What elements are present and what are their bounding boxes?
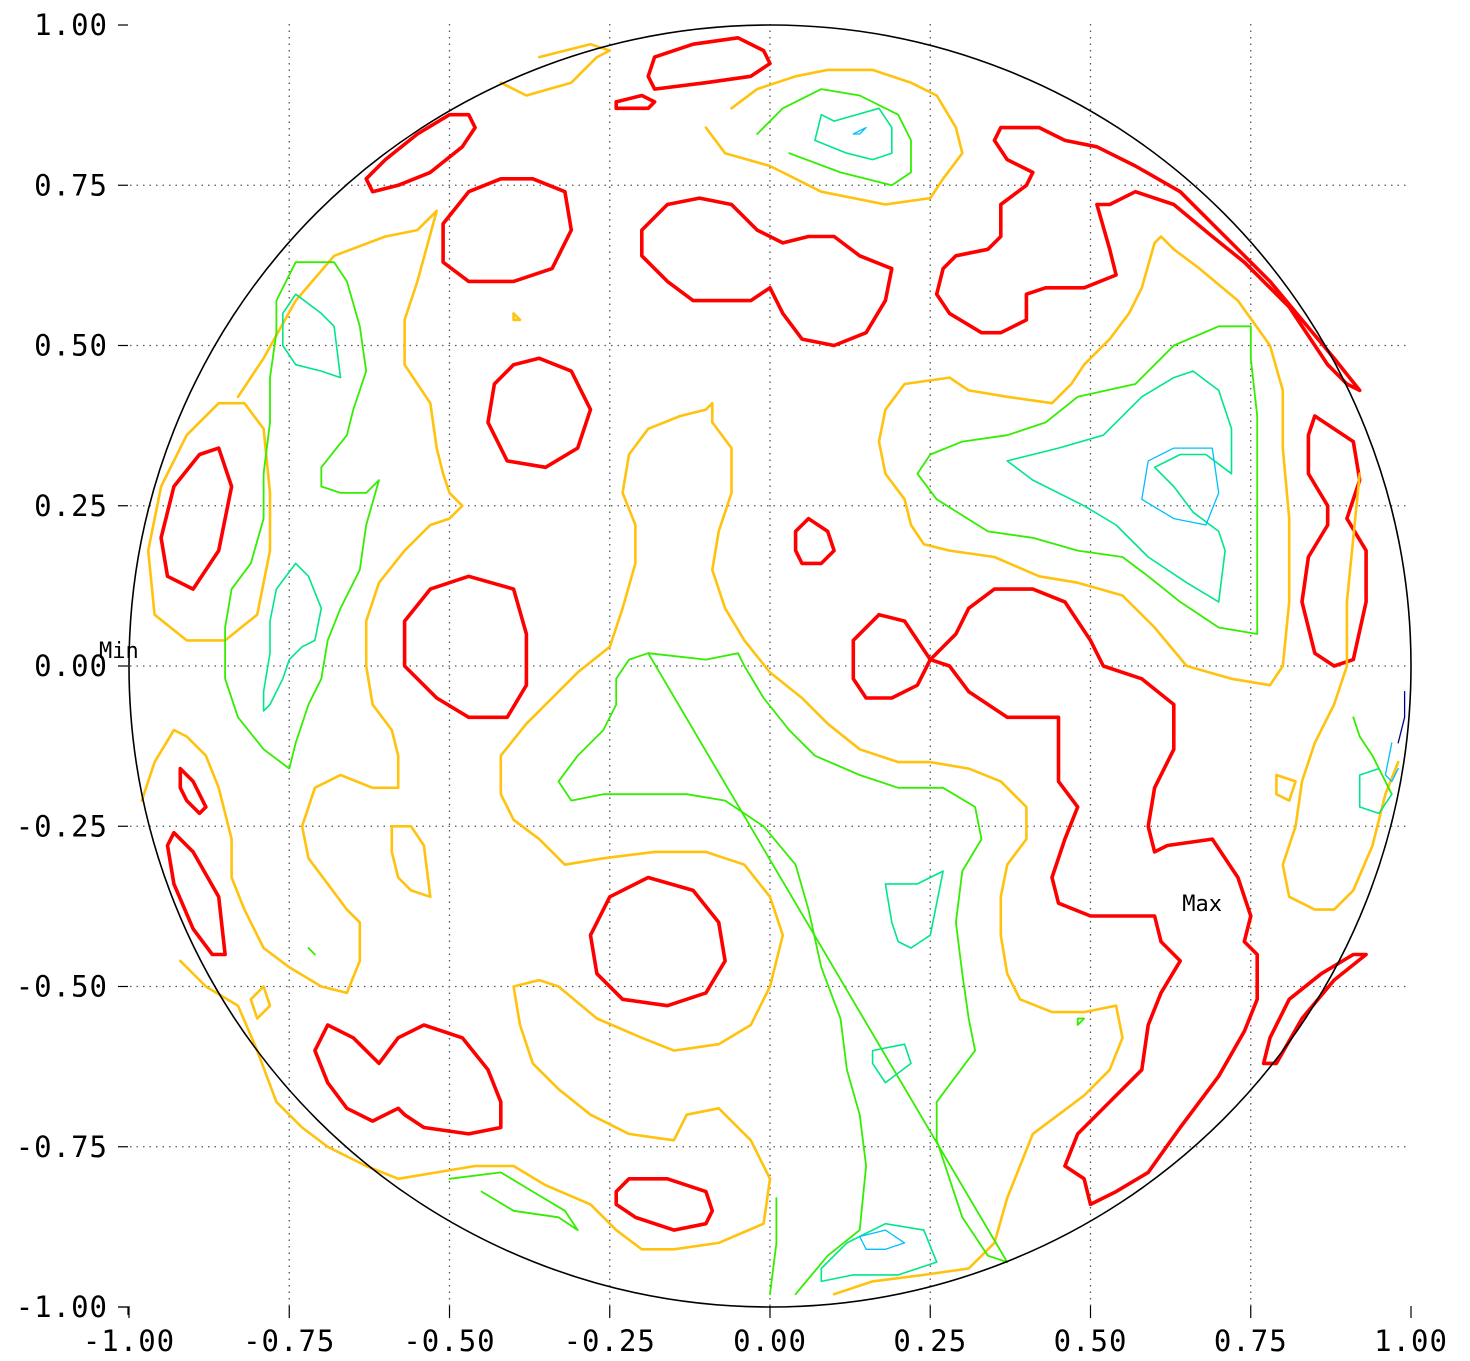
x-tick-label: 0.50 <box>1054 1324 1128 1356</box>
y-tick-label: 0.25 <box>34 489 108 523</box>
x-tick-label: -0.25 <box>564 1324 656 1356</box>
contour-line-level-5 <box>402 574 529 720</box>
y-tick-label: 0.00 <box>34 649 108 683</box>
contour-line-level-4 <box>877 235 1291 687</box>
contour-line-level-4 <box>140 209 464 995</box>
contour-line-level-3 <box>307 947 316 956</box>
contour-line-level-2 <box>1006 370 1233 603</box>
x-tick-label: 0.75 <box>1214 1324 1288 1356</box>
contour-line-level-5 <box>639 196 894 348</box>
contour-line-level-4 <box>390 824 432 899</box>
contour-line-level-5 <box>165 830 227 957</box>
y-tick-label: -0.50 <box>16 970 108 1004</box>
annotations: Min Max <box>99 639 1222 917</box>
contour-line-level-5 <box>934 125 1362 393</box>
contour-line-level-5 <box>588 875 727 1008</box>
contour-line-level-3 <box>1352 716 1393 796</box>
contour-line-level-4 <box>1275 773 1297 802</box>
y-tick-label: -0.75 <box>16 1130 108 1164</box>
x-tick-label: -0.50 <box>403 1324 495 1356</box>
x-tick-label: -0.75 <box>243 1324 335 1356</box>
y-tick-label: -0.25 <box>16 809 108 843</box>
contour-line-level-5 <box>614 1177 715 1232</box>
contour-line-level-1 <box>1384 742 1399 783</box>
contour-line-level-5 <box>313 1023 503 1136</box>
contour-line-level-4 <box>499 42 612 97</box>
contour-line-level-3 <box>224 261 380 770</box>
contour-line-level-2 <box>1358 767 1393 815</box>
contour-lines <box>140 35 1406 1296</box>
contour-line-level-4 <box>179 959 772 1251</box>
axes: 1.00 0.75 0.50 0.25 0.00 -0.25 -0.50 -0.75 -1.00… <box>16 8 1448 1358</box>
contour-line-level-5 <box>851 612 933 700</box>
annotation-min: Min <box>99 639 139 664</box>
x-tick-label: 0.25 <box>893 1324 967 1356</box>
contour-line-level-5 <box>159 446 234 591</box>
contour-line-level-5 <box>178 766 208 816</box>
contour-line-level-1 <box>859 1229 906 1250</box>
contour-line-level-2 <box>281 293 342 379</box>
contour-line-level-5 <box>646 35 772 91</box>
y-tick-label: 0.75 <box>34 168 108 202</box>
contour-line-level-3 <box>647 652 1009 1263</box>
contour-line-level-3 <box>916 325 1259 635</box>
contour-line-level-1 <box>1141 447 1220 526</box>
y-tick-label: -1.00 <box>16 1290 108 1324</box>
y-tick-label: 1.00 <box>34 8 108 42</box>
contour-line-level-5 <box>928 587 1259 1207</box>
contour-line-level-2 <box>262 562 323 712</box>
contour-line-level-5 <box>1261 952 1368 1066</box>
contour-line-level-4 <box>499 401 1124 1296</box>
contour-line-level-3 <box>756 88 912 187</box>
contour-line-level-4 <box>146 401 272 642</box>
contour-line-level-3 <box>448 1171 579 1231</box>
unit-disk-outline <box>128 24 1412 1308</box>
contour-line-level-4 <box>249 985 272 1020</box>
contour-line-level-5 <box>1300 414 1368 668</box>
contour-line-level-3 <box>769 1197 778 1296</box>
x-tick-label: 0.00 <box>733 1324 807 1356</box>
contour-line-level-2 <box>884 870 944 949</box>
contour-line-level-5 <box>364 112 477 194</box>
contour-line-level-2 <box>871 1043 912 1084</box>
contour-line-level-5 <box>614 93 657 111</box>
contour-line-level-0 <box>1397 690 1406 744</box>
gridlines <box>130 24 1408 1307</box>
x-tick-label: -1.00 <box>83 1324 175 1356</box>
contour-line-level-4 <box>512 312 522 322</box>
contour-line-level-3 <box>557 652 867 1296</box>
y-tick-label: 0.50 <box>34 329 108 363</box>
contour-line-level-4 <box>704 68 964 206</box>
contour-line-level-3 <box>1076 1017 1085 1026</box>
contour-line-level-5 <box>441 177 574 284</box>
contour-line-level-5 <box>793 516 836 566</box>
x-tick-label: 1.00 <box>1374 1324 1448 1356</box>
contour-line-level-2 <box>814 107 893 161</box>
contour-line-level-1 <box>852 126 867 135</box>
annotation-max: Max <box>1182 892 1222 917</box>
contour-line-level-5 <box>486 356 593 470</box>
contour-line-level-4 <box>1281 472 1400 911</box>
